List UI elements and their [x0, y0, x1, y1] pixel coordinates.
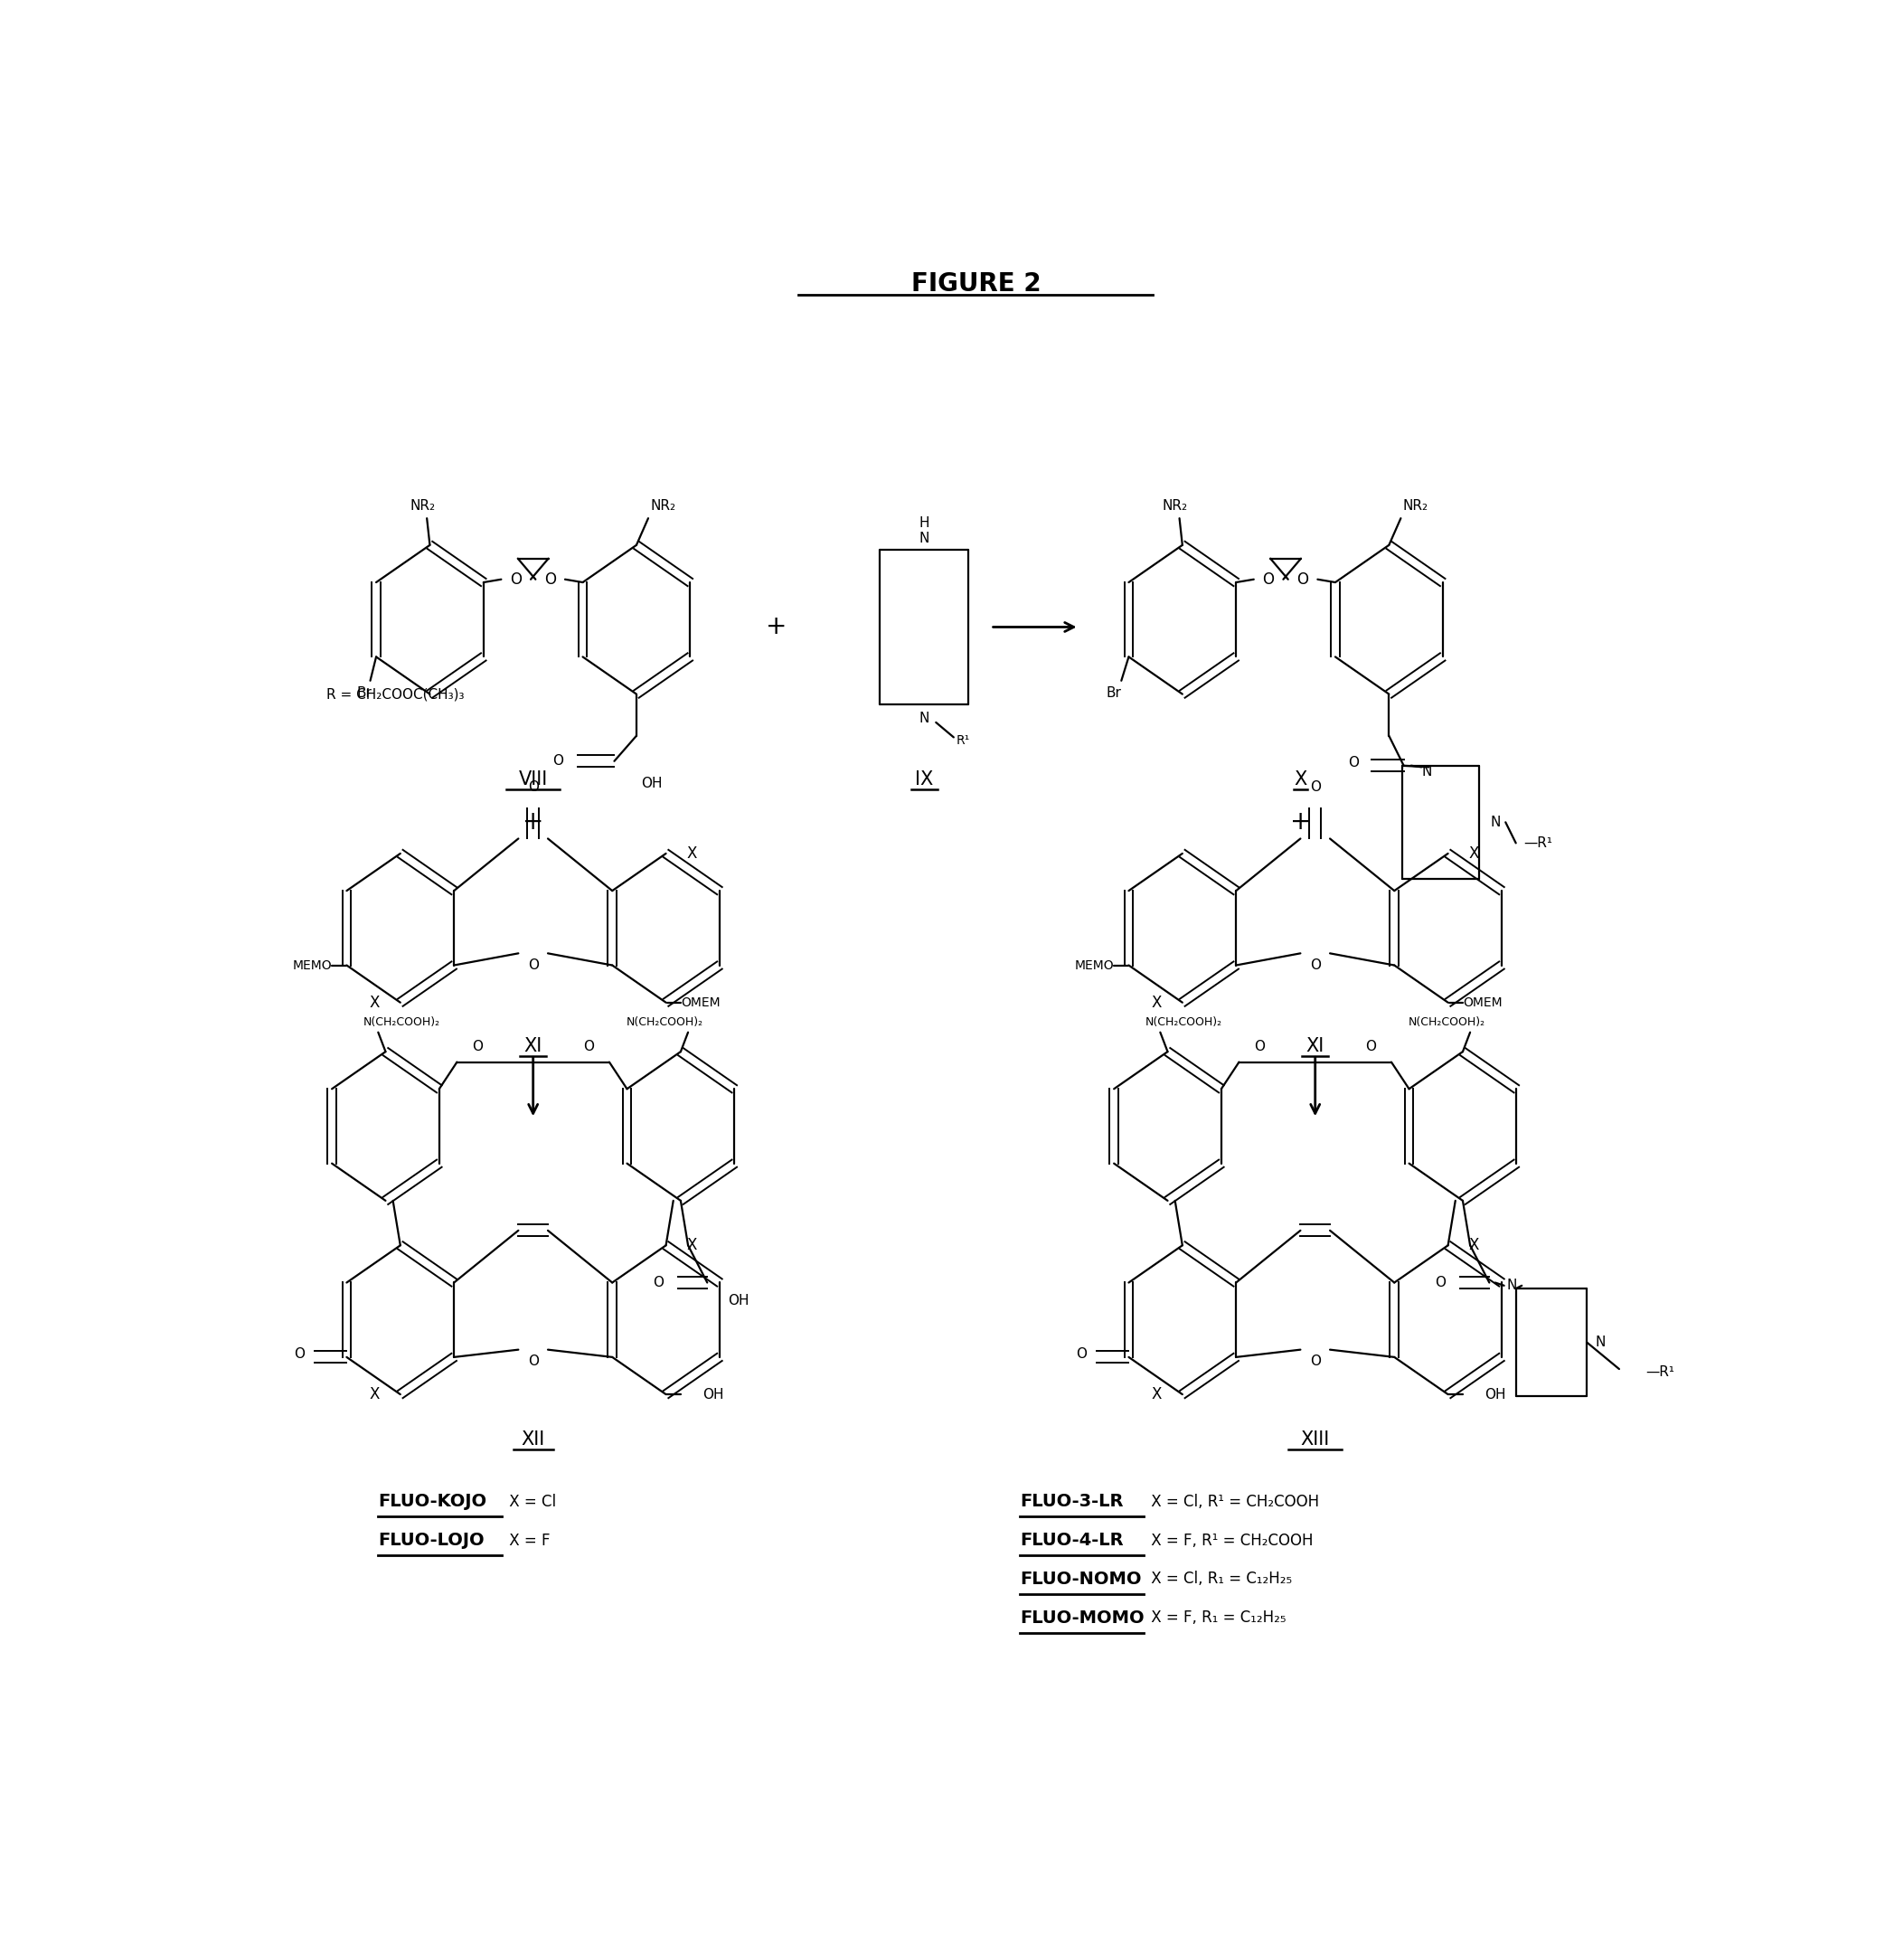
- Text: XIII: XIII: [1300, 1430, 1329, 1447]
- Text: X: X: [1468, 1236, 1479, 1254]
- Text: XII: XII: [522, 1430, 545, 1447]
- Text: O: O: [552, 755, 564, 768]
- Text: O: O: [527, 780, 539, 793]
- Text: OMEM: OMEM: [682, 997, 720, 1008]
- Text: X: X: [687, 1236, 697, 1254]
- Text: OH: OH: [1485, 1387, 1506, 1401]
- Text: FLUO-4-LR: FLUO-4-LR: [1021, 1533, 1123, 1548]
- Text: O: O: [1297, 571, 1308, 588]
- Text: O: O: [527, 958, 539, 971]
- Text: O: O: [1310, 780, 1321, 793]
- Text: O: O: [1310, 1354, 1321, 1368]
- Text: O: O: [527, 1354, 539, 1368]
- Text: OH: OH: [642, 776, 663, 789]
- Text: FIGURE 2: FIGURE 2: [910, 271, 1041, 296]
- Text: N(CH₂COOH)₂: N(CH₂COOH)₂: [1407, 1016, 1485, 1027]
- Text: X = Cl, R₁ = C₁₂H₂₅: X = Cl, R₁ = C₁₂H₂₅: [1146, 1571, 1293, 1587]
- Text: O: O: [1310, 958, 1321, 971]
- Text: OH: OH: [727, 1295, 748, 1308]
- Text: FLUO-KOJO: FLUO-KOJO: [379, 1494, 487, 1509]
- Text: XI: XI: [524, 1037, 543, 1055]
- Text: —R¹: —R¹: [1645, 1366, 1676, 1380]
- Text: X: X: [1152, 1385, 1161, 1403]
- Text: VIII: VIII: [518, 770, 548, 788]
- Text: —R¹: —R¹: [1523, 836, 1552, 849]
- Text: X = F, R¹ = CH₂COOH: X = F, R¹ = CH₂COOH: [1146, 1533, 1314, 1548]
- Text: O: O: [1365, 1039, 1377, 1053]
- Text: O: O: [583, 1039, 594, 1053]
- Text: O: O: [653, 1275, 664, 1289]
- Text: NR₂: NR₂: [1161, 499, 1188, 513]
- Text: FLUO-MOMO: FLUO-MOMO: [1021, 1610, 1144, 1627]
- Text: O: O: [1262, 571, 1274, 588]
- Text: N(CH₂COOH)₂: N(CH₂COOH)₂: [1146, 1016, 1222, 1027]
- Text: +: +: [1289, 809, 1312, 834]
- Text: +: +: [765, 615, 786, 640]
- Text: Br: Br: [1106, 687, 1121, 700]
- Text: O: O: [293, 1347, 305, 1360]
- Text: MEMO: MEMO: [1074, 960, 1114, 971]
- Text: NR₂: NR₂: [651, 499, 676, 513]
- Text: N(CH₂COOH)₂: N(CH₂COOH)₂: [626, 1016, 703, 1027]
- Text: N: N: [1422, 764, 1432, 778]
- Text: H: H: [920, 517, 929, 530]
- Text: OH: OH: [703, 1387, 724, 1401]
- Text: O: O: [1348, 757, 1359, 770]
- Text: X: X: [1468, 846, 1479, 861]
- Text: X = F, R₁ = C₁₂H₂₅: X = F, R₁ = C₁₂H₂₅: [1146, 1610, 1285, 1625]
- Text: O: O: [1255, 1039, 1264, 1053]
- Text: N: N: [1491, 815, 1500, 828]
- Text: X = Cl: X = Cl: [505, 1494, 556, 1509]
- Text: +: +: [522, 809, 545, 834]
- Text: N: N: [920, 532, 929, 546]
- Text: N: N: [1596, 1335, 1605, 1349]
- Text: X = Cl, R¹ = CH₂COOH: X = Cl, R¹ = CH₂COOH: [1146, 1494, 1319, 1509]
- Text: R¹: R¹: [956, 733, 971, 747]
- Text: FLUO-NOMO: FLUO-NOMO: [1021, 1571, 1142, 1589]
- Text: OMEM: OMEM: [1462, 997, 1502, 1008]
- Text: O: O: [510, 571, 522, 588]
- Text: O: O: [1436, 1275, 1445, 1289]
- Text: N: N: [1508, 1279, 1517, 1293]
- Text: X: X: [687, 846, 697, 861]
- Text: O: O: [1076, 1347, 1087, 1360]
- Text: NR₂: NR₂: [409, 499, 436, 513]
- Text: NR₂: NR₂: [1403, 499, 1428, 513]
- Text: X = F: X = F: [505, 1533, 550, 1548]
- Text: X: X: [369, 995, 379, 1010]
- Text: XI: XI: [1306, 1037, 1325, 1055]
- Text: N: N: [920, 712, 929, 726]
- Text: Br: Br: [356, 687, 371, 700]
- Text: O: O: [472, 1039, 484, 1053]
- Text: MEMO: MEMO: [293, 960, 331, 971]
- Text: IX: IX: [916, 770, 933, 788]
- Text: X: X: [1152, 995, 1161, 1010]
- Text: X: X: [1295, 770, 1306, 788]
- Text: R = CH₂COOC(CH₃)₃: R = CH₂COOC(CH₃)₃: [327, 687, 465, 700]
- Text: N(CH₂COOH)₂: N(CH₂COOH)₂: [364, 1016, 440, 1027]
- Text: X: X: [369, 1385, 379, 1403]
- Text: FLUO-LOJO: FLUO-LOJO: [379, 1533, 484, 1548]
- Text: O: O: [545, 571, 556, 588]
- Text: FLUO-3-LR: FLUO-3-LR: [1021, 1494, 1123, 1509]
